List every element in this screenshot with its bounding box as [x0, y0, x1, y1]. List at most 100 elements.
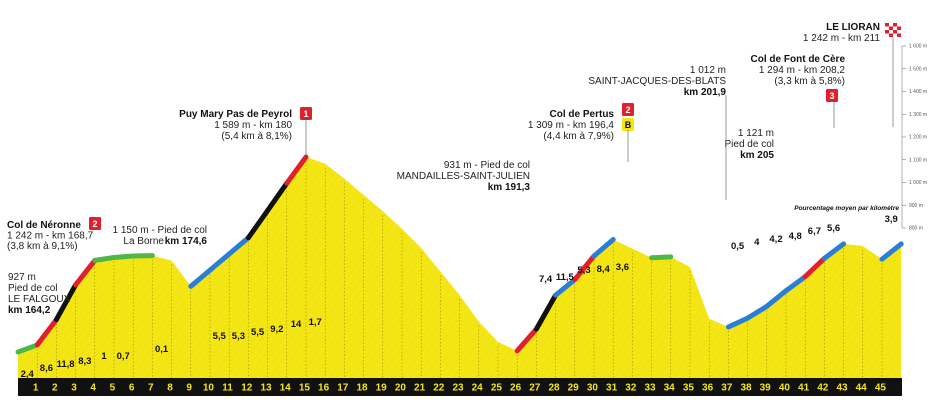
puy-mary-annotation-line: 1 589 m - km 180 [214, 120, 292, 131]
elevation-tick-label: 800 m [909, 226, 923, 232]
font-de-cere-foot-annotation-line: Pied de col [725, 139, 774, 150]
km-tick-label: 1 [33, 383, 39, 394]
gradient-label: 11,8 [57, 359, 75, 370]
gradient-label: 1 [101, 351, 107, 362]
gradient-label: 4,2 [769, 234, 782, 245]
km-tick-label: 24 [472, 383, 484, 394]
col-neronne-annotation-line: Col de Néronne [7, 220, 81, 231]
climb-segment [207, 251, 232, 273]
km-tick-label: 4 [90, 383, 96, 394]
start-annotation-line: 927 m [8, 272, 36, 283]
km-tick-label: 41 [798, 383, 810, 394]
puy-mary-category-badge: 1 [300, 107, 312, 120]
gradient-label: 3,6 [616, 262, 629, 273]
km-tick-label: 10 [203, 383, 215, 394]
climb-segment [553, 277, 578, 298]
climb-segment [245, 208, 271, 241]
col-pertus-bonus-badge-label: B [625, 120, 632, 130]
km-axis: 1 2 3 4 5 6 7 8 9 10 11 12 13 14 15 16 17 18 19 20 21 22 23 24 2… [18, 378, 902, 396]
flag-cell [889, 23, 893, 27]
col-font-de-cere-annotation-line: (3,3 km à 5,8%) [774, 76, 845, 87]
km-tick-label: 12 [241, 383, 253, 394]
col-neronne-annotation-line: 1 242 m - km 168,7 [7, 231, 94, 242]
col-pertus-annotation-line: 1 309 m - km 196,4 [528, 120, 615, 131]
col-font-de-cere-annotation-line: Col de Font de Cère [751, 54, 846, 65]
gradient-label: 9,2 [270, 324, 283, 335]
climb-segment [879, 241, 904, 262]
elevation-tick-label: 1 300 m [909, 112, 927, 118]
col-pertus-category-badge: 2 [622, 103, 634, 116]
km-tick-label: 32 [625, 383, 637, 394]
climb-segment [591, 236, 616, 259]
km-tick-label: 39 [760, 383, 772, 394]
col-pertus-category-badge-label: 2 [625, 105, 630, 115]
climb-segment [802, 255, 827, 280]
climb-segment [226, 235, 251, 257]
mandailles-annotation: 931 m - Pied de colMANDAILLES-SAINT-JULI… [397, 160, 531, 193]
climb-segment [188, 267, 213, 289]
km-tick-label: 6 [129, 383, 135, 394]
km-tick-label: 36 [702, 383, 714, 394]
flag-cell [885, 30, 889, 34]
flag-cell [893, 26, 897, 30]
climb-segment [572, 253, 597, 283]
start-annotation-line: LE FALGOUX [8, 294, 71, 305]
km-tick-label: 42 [817, 383, 829, 394]
km-tick-label: 34 [664, 383, 676, 394]
la-borne-annotation-line: 1 150 m - Pied de col [113, 225, 208, 236]
flag-cell [893, 30, 897, 34]
mandailles-annotation-line: km 191,3 [488, 182, 531, 193]
col-font-de-cere-category-badge-shape [826, 89, 838, 102]
flag-cell [885, 26, 889, 30]
km-tick-label: 40 [779, 383, 791, 394]
km-tick-label: 17 [337, 383, 349, 394]
flag-cell [897, 33, 901, 37]
elevation-tick-label: 1 500 m [909, 66, 927, 72]
flag-cell [897, 23, 901, 27]
flag-cell [897, 30, 901, 34]
gradient-label: 8,3 [78, 356, 91, 367]
km-tick-label: 21 [414, 383, 426, 394]
km-tick-label: 27 [529, 383, 541, 394]
elevation-tick-label: 1 600 m [909, 44, 927, 50]
gradient-label: 7,4 [539, 274, 553, 285]
gradient-label: 5,3 [232, 331, 245, 342]
gradient-label: 0,5 [731, 241, 745, 252]
saint-jacques-annotation-line: km 201,9 [684, 87, 727, 98]
col-neronne-category-badge: 2 [89, 217, 101, 230]
la-borne-annotation-line: km 174,6 [165, 236, 208, 247]
flag-cell [889, 30, 893, 34]
climb-segment [73, 257, 98, 288]
climb-segment [649, 254, 674, 261]
start-annotation-line: Pied de col [8, 283, 57, 294]
col-font-de-cere-category-badge-label: 3 [829, 91, 834, 101]
km-tick-label: 26 [510, 383, 522, 394]
km-tick-label: 28 [548, 383, 560, 394]
climb-segment [265, 180, 290, 214]
gradient-label: 0,1 [155, 344, 169, 355]
gradient-label: 5,5 [251, 327, 265, 338]
flag-cell [889, 33, 893, 37]
km-tick-label: 15 [299, 383, 311, 394]
puy-mary-annotation-line: Puy Mary Pas de Peyrol [179, 109, 292, 120]
col-pertus-bonus-badge-shape [622, 118, 634, 131]
km-tick-label: 29 [568, 383, 580, 394]
climb-segment [111, 253, 136, 260]
climb-segment [92, 254, 117, 263]
km-tick-label: 25 [491, 383, 503, 394]
climb-segment [15, 342, 40, 355]
gradient-label: 8,4 [597, 264, 611, 275]
gradient-label: 0,7 [117, 351, 130, 362]
profile-layer [18, 157, 902, 378]
col-font-de-cere-category-badge: 3 [826, 89, 838, 102]
gradient-labels: 2,4 8,6 11,8 8,3 1 0,7 0,1 5,5 5,3 5,5 9,2 14 1,7 7,4… [21, 214, 898, 380]
elevation-tick-label: 1 000 m [909, 180, 927, 186]
flag-cell [893, 23, 897, 27]
km-tick-label: 13 [260, 383, 272, 394]
km-tick-label: 23 [452, 383, 464, 394]
